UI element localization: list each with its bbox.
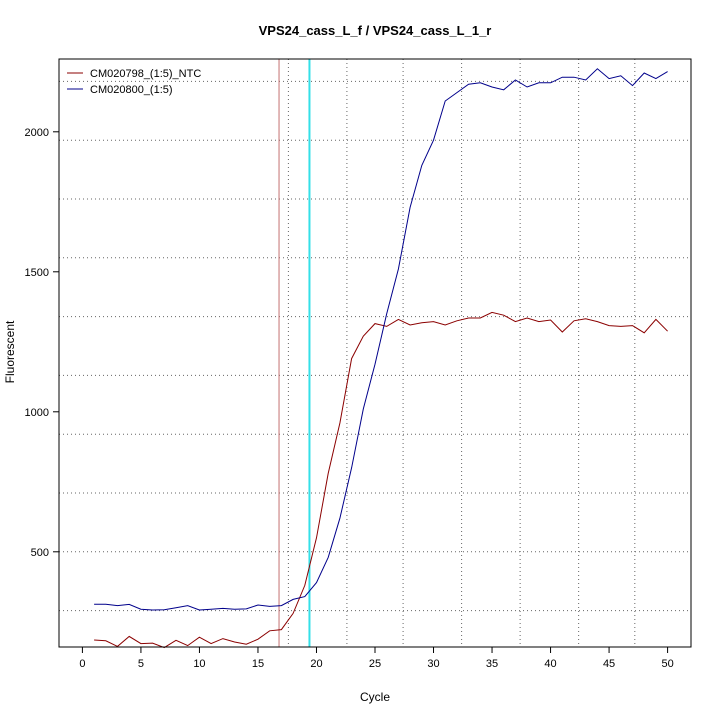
y-tick-label-1: 1000 <box>25 407 49 419</box>
y-axis: 500 1000 1500 2000 <box>25 127 59 559</box>
series-line-1 <box>94 68 668 611</box>
y-tick-label-2: 1500 <box>25 267 49 279</box>
x-tick-label-6: 30 <box>427 658 439 670</box>
x-tick-label-7: 35 <box>486 658 498 670</box>
x-axis-label: Cycle <box>360 690 390 704</box>
x-tick-label-5: 25 <box>369 658 381 670</box>
x-tick-label-0: 0 <box>79 658 85 670</box>
y-tick-label-3: 2000 <box>25 127 49 139</box>
series-layer <box>94 68 668 649</box>
x-tick-label-3: 15 <box>252 658 264 670</box>
x-tick-label-8: 40 <box>544 658 556 670</box>
grid-layer <box>59 59 691 647</box>
legend-label-0: CM020798_(1:5)_NTC <box>90 68 201 80</box>
x-axis: 0 5 10 15 20 25 30 35 40 45 50 <box>79 647 674 670</box>
series-line-0 <box>94 311 668 649</box>
legend: CM020798_(1:5)_NTC CM020800_(1:5) <box>67 68 201 96</box>
chart-title: VPS24_cass_L_f / VPS24_cass_L_1_r <box>259 23 492 38</box>
y-tick-label-0: 500 <box>31 547 49 559</box>
x-tick-label-9: 45 <box>603 658 615 670</box>
vertical-markers <box>278 59 311 647</box>
x-tick-label-2: 10 <box>193 658 205 670</box>
x-tick-label-10: 50 <box>661 658 673 670</box>
x-tick-label-4: 20 <box>310 658 322 670</box>
legend-label-1: CM020800_(1:5) <box>90 84 173 96</box>
x-tick-label-1: 5 <box>138 658 144 670</box>
y-axis-label: Fluorescent <box>3 320 17 383</box>
